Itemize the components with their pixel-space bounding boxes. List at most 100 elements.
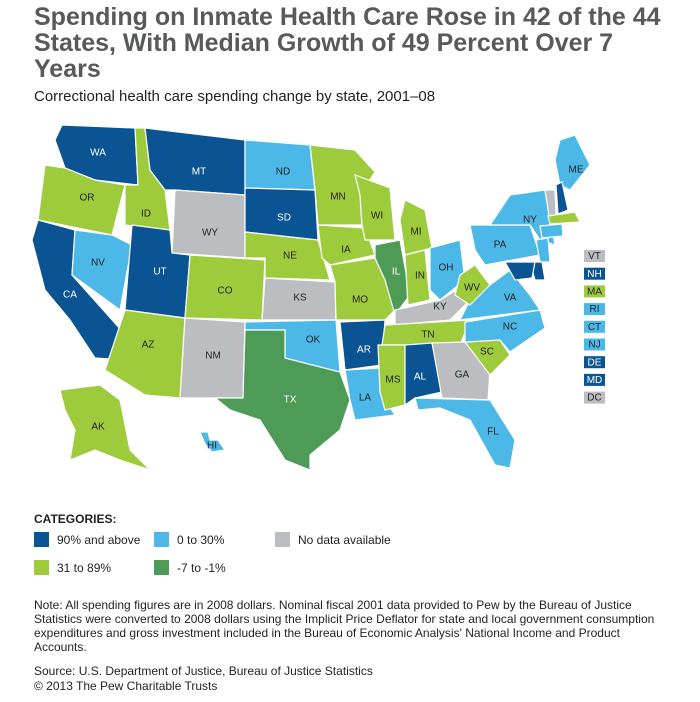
copyright: © 2013 The Pew Charitable Trusts [34, 679, 218, 693]
state-label: CA [63, 290, 77, 301]
state-nd [244, 139, 316, 191]
legend-swatch [34, 532, 49, 547]
state-label: TN [421, 330, 434, 341]
state-label: MO [352, 295, 368, 306]
subtitle: Correctional health care spending change… [34, 88, 436, 105]
state-label: NV [91, 258, 105, 269]
state-oh [429, 239, 466, 301]
small-state-shape [535, 237, 551, 263]
small-state-shape [503, 261, 536, 281]
state-label: MI [410, 227, 421, 238]
state-label: NC [503, 322, 517, 333]
state-label: GA [455, 370, 470, 381]
small-state-box-vt [584, 250, 605, 262]
small-state-box-dc [584, 391, 605, 404]
legend-item: 90% and above [34, 532, 140, 547]
state-label: AK [91, 422, 105, 433]
small-state-box-md [584, 373, 605, 386]
small-state-label: DC [587, 393, 601, 404]
small-state-box-ct [584, 320, 605, 333]
legend-swatch [154, 560, 169, 575]
state-wi [354, 174, 396, 241]
legend-item: -7 to -1% [154, 560, 226, 575]
state-label: SC [480, 347, 494, 358]
state-tx [213, 329, 351, 471]
state-label: MS [386, 375, 401, 386]
small-state-label: NH [587, 269, 601, 280]
small-state-label: NJ [588, 340, 600, 351]
state-label: OK [306, 335, 321, 346]
state-label: MN [330, 192, 346, 203]
small-state-label: MD [587, 375, 603, 386]
small-state-label: VT [588, 251, 601, 262]
state-label: WA [90, 148, 106, 159]
legend-swatch [154, 532, 169, 547]
note: Note: All spending figures are in 2008 d… [34, 598, 655, 654]
state-label: WY [202, 228, 218, 239]
state-label: WV [464, 283, 480, 294]
legend-title: CATEGORIES: [34, 512, 117, 526]
state-label: ID [141, 209, 151, 220]
small-state-label: RI [590, 304, 600, 315]
state-label: WI [371, 211, 383, 222]
legend-swatch [34, 560, 49, 575]
state-al [404, 342, 443, 407]
state-label: ND [276, 167, 290, 178]
state-me [554, 134, 591, 191]
state-ny [488, 189, 556, 246]
state-az [104, 309, 186, 399]
state-nv [71, 229, 133, 312]
state-label: OR [80, 193, 95, 204]
small-state-label: CT [588, 322, 601, 333]
state-in [404, 249, 431, 306]
legend-item: No data available [275, 532, 391, 547]
page-title: Spending on Inmate Health Care Rose in 4… [34, 3, 661, 83]
state-label: VA [504, 293, 517, 304]
state-label: AZ [142, 340, 155, 351]
state-ak [59, 384, 151, 471]
small-state-label: DE [588, 357, 602, 368]
state-label: ME [569, 165, 584, 176]
state-label: IN [415, 271, 425, 282]
state-fl [414, 397, 516, 469]
small-state-shape [547, 211, 581, 225]
state-label: SD [277, 213, 291, 224]
state-label: NE [283, 251, 297, 262]
state-label: CO [218, 286, 233, 297]
state-label: NM [205, 351, 221, 362]
state-ia [317, 224, 376, 266]
state-label: AR [357, 345, 371, 356]
legend-item: 31 to 89% [34, 560, 111, 575]
state-label: KS [293, 293, 307, 304]
state-label: MT [192, 167, 206, 178]
state-label: HI [207, 441, 217, 452]
state-label: AL [414, 372, 427, 383]
small-state-box-de [584, 356, 605, 369]
state-ms [377, 344, 406, 411]
source: Source: U.S. Department of Justice, Bure… [34, 664, 373, 678]
legend-item: 0 to 30% [154, 532, 224, 547]
small-state-shape [539, 223, 564, 239]
state-label: IL [392, 267, 401, 278]
small-state-box-ma [584, 285, 605, 298]
state-label: TX [284, 395, 297, 406]
state-label: UT [153, 267, 166, 278]
state-label: LA [359, 393, 372, 404]
legend-swatch [275, 532, 290, 547]
small-state-label: MA [587, 287, 602, 298]
state-label: FL [487, 427, 499, 438]
state-wv [454, 264, 491, 306]
small-state-box-ri [584, 303, 605, 316]
state-label: OH [439, 263, 454, 274]
small-state-box-nj [584, 338, 605, 351]
small-state-shape [555, 181, 569, 215]
us-map: WA OR CA NV ID MT WY UT AZ CO NM ND SD NE KS OK TX MN IA MO… [31, 124, 605, 471]
state-label: KY [433, 302, 447, 313]
state-label: IA [341, 245, 351, 256]
state-label: PA [494, 240, 507, 251]
state-wy [171, 189, 246, 259]
small-state-box-nh [584, 267, 605, 280]
state-hi [199, 431, 227, 453]
state-label: NY [523, 215, 537, 226]
